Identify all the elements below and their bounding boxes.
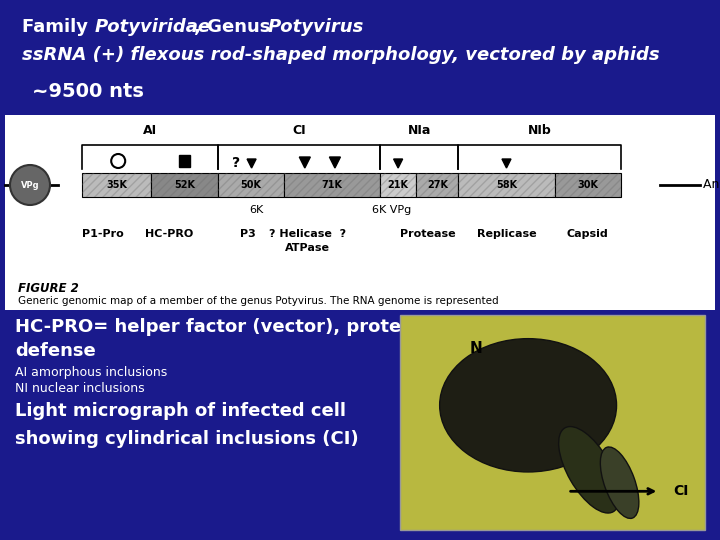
- Text: 6K VPg: 6K VPg: [372, 205, 412, 215]
- Polygon shape: [247, 159, 256, 168]
- Text: 6K: 6K: [250, 205, 264, 215]
- Polygon shape: [300, 157, 310, 168]
- Text: ? Helicase  ?: ? Helicase ?: [269, 229, 346, 239]
- Text: ~9500 nts: ~9500 nts: [32, 82, 144, 101]
- Text: 50K: 50K: [240, 180, 261, 190]
- Text: NI nuclear inclusions: NI nuclear inclusions: [15, 382, 145, 395]
- Text: ssRNA (+) flexous rod-shaped morphology, vectored by aphids: ssRNA (+) flexous rod-shaped morphology,…: [22, 46, 660, 64]
- Ellipse shape: [600, 447, 639, 518]
- Text: 52K: 52K: [174, 180, 195, 190]
- Text: NIb: NIb: [528, 124, 552, 137]
- Bar: [554, 173, 621, 197]
- Bar: [380, 173, 416, 197]
- Text: An 3': An 3': [703, 179, 720, 192]
- Text: Capsid: Capsid: [567, 229, 608, 239]
- Text: AI amorphous inclusions: AI amorphous inclusions: [15, 366, 167, 379]
- Text: defense: defense: [15, 342, 96, 360]
- Text: Family: Family: [22, 18, 101, 36]
- Text: Protease: Protease: [400, 229, 456, 239]
- Text: ?: ?: [232, 156, 240, 170]
- Bar: [82, 173, 151, 197]
- Bar: [554, 173, 621, 197]
- Bar: [400, 315, 705, 530]
- Text: AI: AI: [143, 124, 157, 137]
- Text: FIGURE 2: FIGURE 2: [18, 282, 78, 295]
- Text: ATPase: ATPase: [285, 243, 330, 253]
- Text: 27K: 27K: [427, 180, 448, 190]
- Bar: [416, 173, 459, 197]
- Text: Replicase: Replicase: [477, 229, 536, 239]
- Bar: [284, 173, 380, 197]
- Bar: [151, 173, 217, 197]
- Text: P3: P3: [240, 229, 256, 239]
- Ellipse shape: [559, 427, 619, 513]
- Ellipse shape: [440, 339, 616, 472]
- Bar: [459, 173, 554, 197]
- Circle shape: [10, 165, 50, 205]
- Bar: [416, 173, 459, 197]
- Text: P1-Pro: P1-Pro: [82, 229, 124, 239]
- Text: CI: CI: [673, 484, 688, 498]
- Text: CI: CI: [292, 124, 305, 137]
- Bar: [459, 173, 554, 197]
- Bar: [5, 115, 715, 310]
- Polygon shape: [394, 159, 402, 168]
- Bar: [284, 173, 380, 197]
- Text: VPg: VPg: [21, 180, 40, 190]
- Polygon shape: [330, 157, 341, 168]
- Text: , Genus: , Genus: [194, 18, 276, 36]
- Text: N: N: [470, 341, 482, 356]
- Bar: [217, 173, 284, 197]
- Text: 30K: 30K: [577, 180, 598, 190]
- Text: Generic genomic map of a member of the genus Potyvirus. The RNA genome is repres: Generic genomic map of a member of the g…: [18, 296, 499, 306]
- Bar: [151, 173, 217, 197]
- Bar: [380, 173, 416, 197]
- Text: 71K: 71K: [321, 180, 343, 190]
- Text: Light micrograph of infected cell: Light micrograph of infected cell: [15, 402, 346, 420]
- Polygon shape: [502, 159, 511, 168]
- Text: 21K: 21K: [387, 180, 409, 190]
- Bar: [82, 173, 151, 197]
- Text: HC-PRO= helper factor (vector), protease, suppression of host: HC-PRO= helper factor (vector), protease…: [15, 318, 649, 336]
- Text: 35K: 35K: [106, 180, 127, 190]
- Circle shape: [111, 154, 125, 168]
- Bar: [217, 173, 284, 197]
- Text: 58K: 58K: [496, 180, 517, 190]
- Text: HC-PRO: HC-PRO: [145, 229, 194, 239]
- Text: NIa: NIa: [408, 124, 431, 137]
- Text: showing cylindrical inclusions (CI): showing cylindrical inclusions (CI): [15, 430, 359, 448]
- Text: Potyviridae: Potyviridae: [95, 18, 211, 36]
- Text: Potyvirus: Potyvirus: [268, 18, 364, 36]
